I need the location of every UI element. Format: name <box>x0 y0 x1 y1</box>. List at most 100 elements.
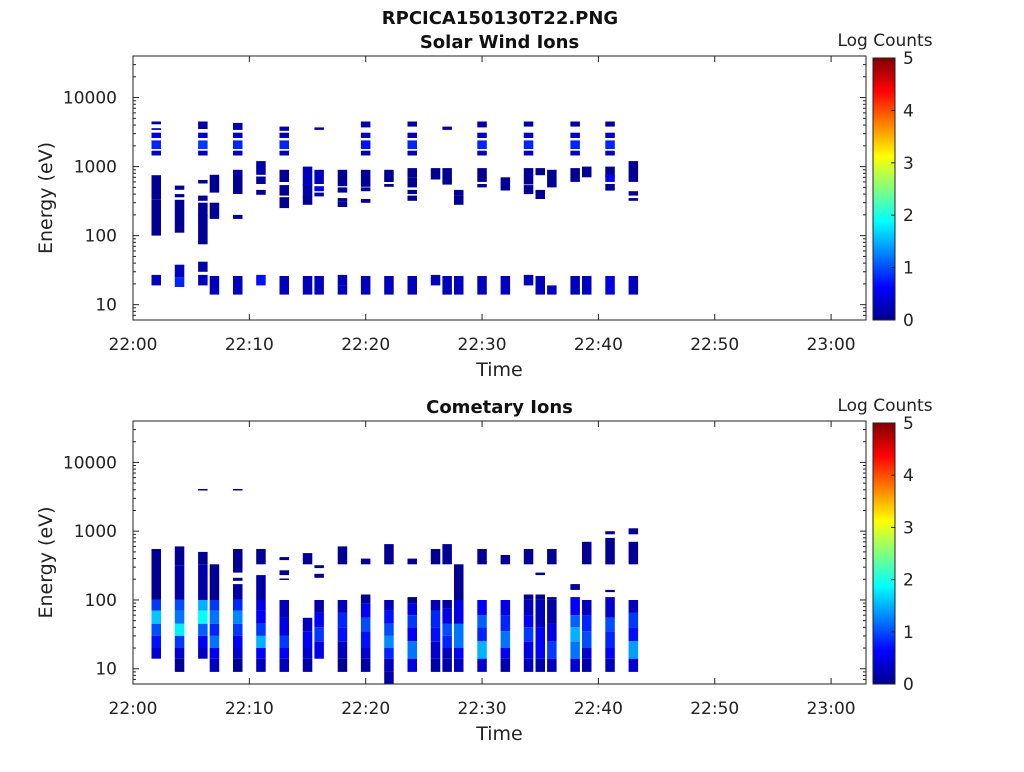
heatmap-cell <box>209 600 220 611</box>
heatmap-cell <box>570 121 580 127</box>
heatmap-cell <box>302 166 313 186</box>
heatmap-cell <box>233 584 243 600</box>
heatmap-cell <box>360 594 371 604</box>
heatmap-cell <box>454 564 464 600</box>
colorbar-tick-label: 2 <box>903 571 914 591</box>
heatmap-cell <box>384 544 394 565</box>
colorbar-tick-label: 3 <box>903 518 914 538</box>
heatmap-cell <box>174 546 185 566</box>
heatmap-cell <box>174 194 185 198</box>
heatmap-cell <box>256 189 266 195</box>
heatmap-cell <box>337 641 348 659</box>
heatmap-cell <box>198 600 208 611</box>
heatmap-cell <box>384 671 394 684</box>
heatmap-cell <box>477 600 487 616</box>
heatmap-cell <box>582 166 592 178</box>
x-tick-label: 22:10 <box>225 335 274 355</box>
heatmap-cell <box>256 161 266 175</box>
x-tick-label: 22:30 <box>458 335 507 355</box>
x-tick-label: 22:00 <box>109 699 158 719</box>
heatmap-cell <box>628 191 639 196</box>
heatmap-cell <box>523 641 534 659</box>
heatmap-cell <box>314 186 324 192</box>
heatmap-cell <box>477 150 487 156</box>
heatmap-cell <box>174 277 185 287</box>
heatmap-cell <box>628 627 639 642</box>
heatmap-cell <box>233 658 243 672</box>
y-tick-label: 10000 <box>63 89 117 109</box>
heatmap-cell <box>407 276 417 295</box>
heatmap-cell <box>547 658 557 672</box>
heatmap-cell <box>547 641 557 659</box>
heatmap-cell <box>337 600 348 613</box>
heatmap-cell <box>279 140 289 149</box>
heatmap-cell <box>407 627 417 642</box>
heatmap-cell <box>360 558 371 565</box>
heatmap-cell <box>209 623 220 636</box>
heatmap-cell <box>442 658 452 672</box>
heatmap-cell <box>198 623 208 636</box>
heatmap-cell <box>430 168 441 180</box>
heatmap-cell <box>256 274 266 286</box>
heatmap-cell <box>174 658 185 672</box>
heatmap-cell <box>407 121 417 127</box>
x-tick-label: 22:10 <box>225 699 274 719</box>
heatmap-cell <box>523 140 534 149</box>
heatmap-cell <box>500 615 511 632</box>
heatmap-cell <box>302 631 313 648</box>
heatmap-cell <box>360 187 371 192</box>
heatmap-cell <box>582 541 592 565</box>
heatmap-cell <box>279 557 289 561</box>
heatmap-cell <box>454 189 464 196</box>
heatmap-cell <box>477 132 487 138</box>
heatmap-cell <box>523 132 534 138</box>
heatmap-cell <box>535 600 545 628</box>
heatmap-cell <box>233 132 243 138</box>
x-tick-label: 22:00 <box>109 335 158 355</box>
heatmap-cell <box>628 658 639 672</box>
heatmap-cell <box>209 276 220 295</box>
heatmap-cell <box>209 635 220 648</box>
heatmap-cell <box>523 615 534 628</box>
heatmap-cell <box>209 174 220 193</box>
heatmap-cell <box>198 150 208 156</box>
heatmap-cell <box>279 169 289 182</box>
heatmap-cell <box>302 553 313 565</box>
y-tick-label: 100 <box>85 227 117 247</box>
heatmap-cell <box>279 185 289 196</box>
heatmap-cell <box>570 132 580 138</box>
heatmap-cell <box>547 623 557 642</box>
x-axis-label: Time <box>475 723 523 745</box>
heatmap-cell <box>605 617 615 632</box>
heatmap-cell <box>360 603 371 618</box>
heatmap-cell <box>209 658 220 672</box>
heatmap-cell <box>430 641 441 659</box>
heatmap-cell <box>302 617 313 632</box>
heatmap-cell <box>314 127 324 130</box>
x-tick-label: 22:20 <box>341 335 390 355</box>
heatmap-cells <box>151 489 639 684</box>
heatmap-cell <box>174 185 185 190</box>
heatmap-cell <box>477 641 487 659</box>
heatmap-cell <box>547 597 557 600</box>
heatmap-cell <box>233 648 243 659</box>
heatmap-cell <box>454 623 464 648</box>
y-axis-label: Energy (eV) <box>35 142 57 254</box>
heatmap-cell <box>384 169 394 182</box>
heatmap-cell <box>337 627 348 642</box>
colorbar-tick-label: 2 <box>903 206 914 226</box>
plot-frame <box>132 55 867 321</box>
heatmap-cell <box>605 631 615 648</box>
heatmap-cell <box>314 169 324 184</box>
colorbar-tick-label: 0 <box>903 675 914 695</box>
heatmap-cell <box>442 126 452 130</box>
heatmap-cell <box>337 612 348 628</box>
heatmap-cell <box>582 600 592 616</box>
heatmap-cell <box>407 168 417 178</box>
heatmap-cell <box>279 578 289 580</box>
y-tick-label: 1000 <box>74 158 117 178</box>
heatmap-cell <box>314 276 324 295</box>
heatmap-cells <box>151 121 639 295</box>
heatmap-cell <box>209 202 220 219</box>
